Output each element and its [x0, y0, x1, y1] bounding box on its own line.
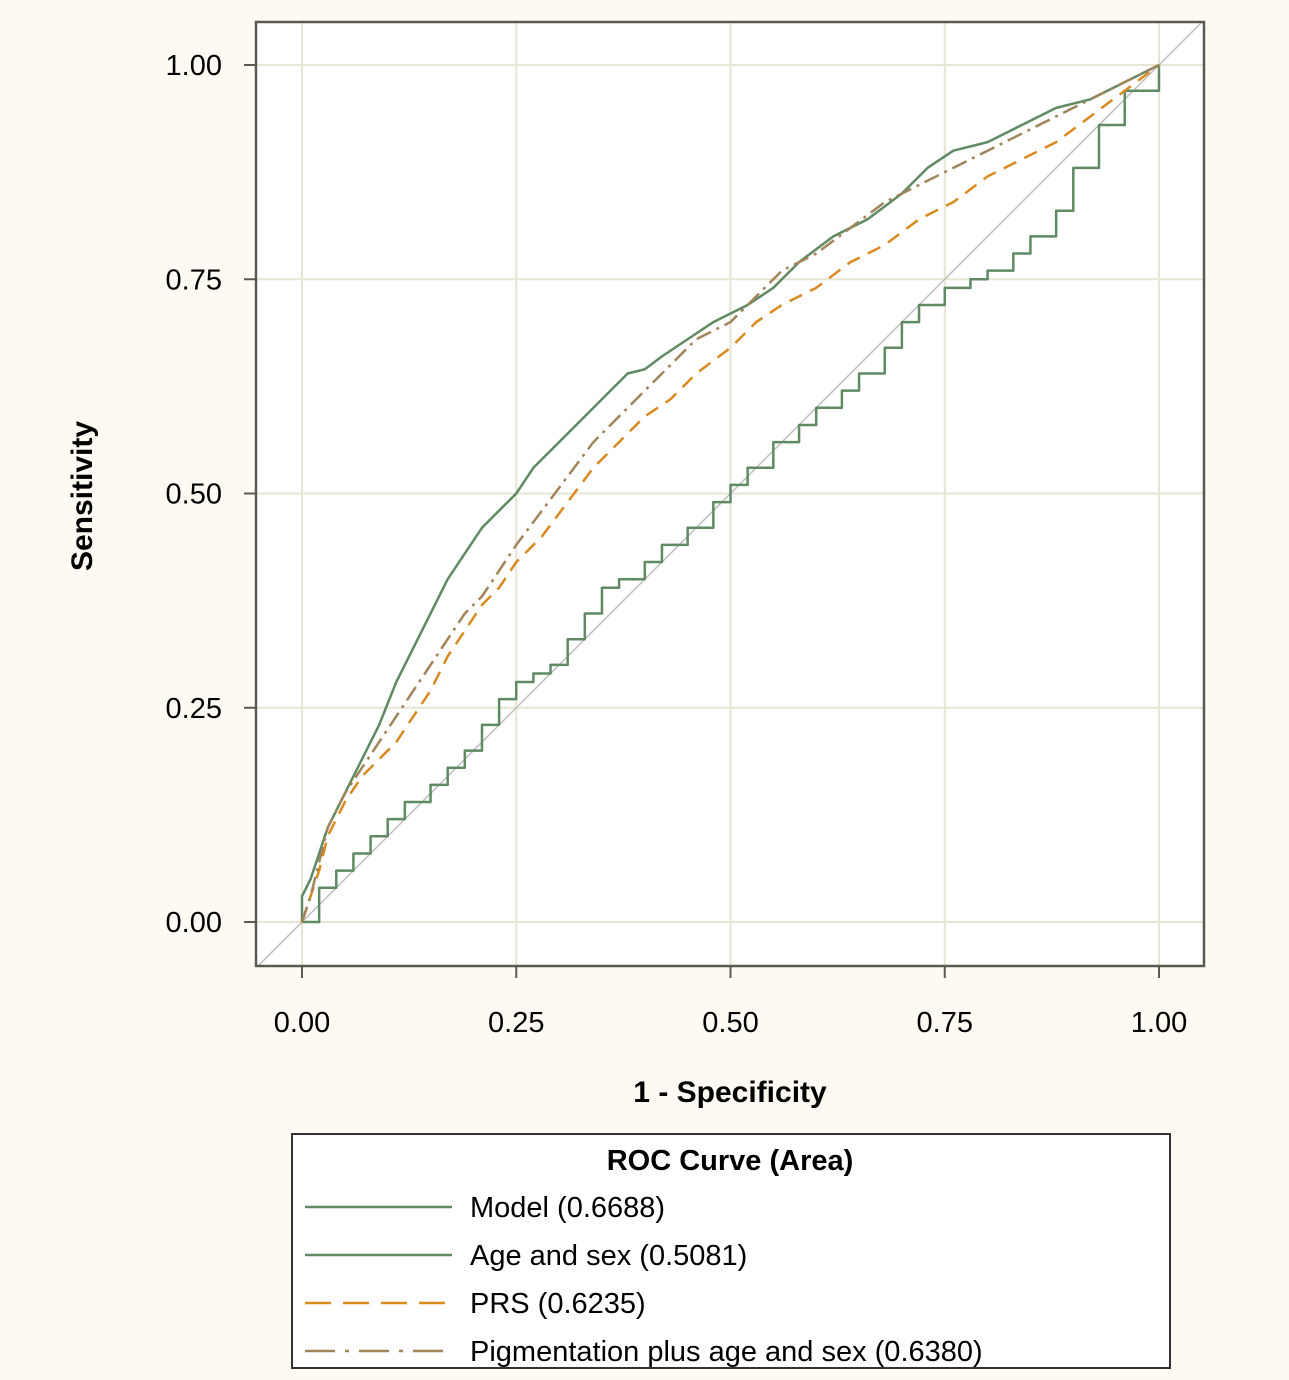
roc-curves [300, 63, 1161, 924]
y-tick-label-3: 0.75 [166, 264, 222, 296]
legend-entries: Model (0.6688) Age and sex (0.5081) PRS (0… [305, 1192, 983, 1368]
legend-entry-age-and-sex-label: Age and sex (0.5081) [470, 1240, 747, 1272]
x-tick-label-0: 0.00 [274, 1007, 330, 1039]
legend-entry-pigmentation-label: Pigmentation plus age and sex (0.6380) [470, 1336, 983, 1368]
prs-curve [300, 64, 1160, 923]
x-tick-label-3: 0.75 [917, 1007, 973, 1039]
y-tick-label-0: 0.00 [166, 907, 222, 939]
y-tick-label-2: 0.50 [166, 479, 222, 511]
age-and-sex-curve [302, 65, 1161, 924]
x-tick-label-2: 0.50 [702, 1007, 758, 1039]
legend: ROC Curve (Area) Model (0.6688) Age and s… [291, 1133, 1171, 1369]
legend-frame [291, 1133, 1171, 1369]
legend-title: ROC Curve (Area) [607, 1145, 854, 1177]
pigmentation-curve [300, 63, 1160, 923]
y-axis-title: Sensitivity [66, 421, 99, 571]
legend-entry-model-label: Model (0.6688) [470, 1192, 665, 1224]
model-curve [300, 63, 1160, 922]
axis-ticks: 0.00 0.00 0.25 0.25 0.50 0.50 0.75 0.75 1.00 1.00 [166, 50, 1188, 1039]
y-tick-label-1: 0.25 [166, 693, 222, 725]
x-tick-label-1: 0.25 [488, 1007, 544, 1039]
x-axis-title: 1 - Specificity [633, 1076, 827, 1109]
y-tick-label-4: 1.00 [166, 50, 222, 82]
x-tick-label-4: 1.00 [1131, 1007, 1187, 1039]
legend-entry-prs-label: PRS (0.6235) [470, 1288, 646, 1320]
